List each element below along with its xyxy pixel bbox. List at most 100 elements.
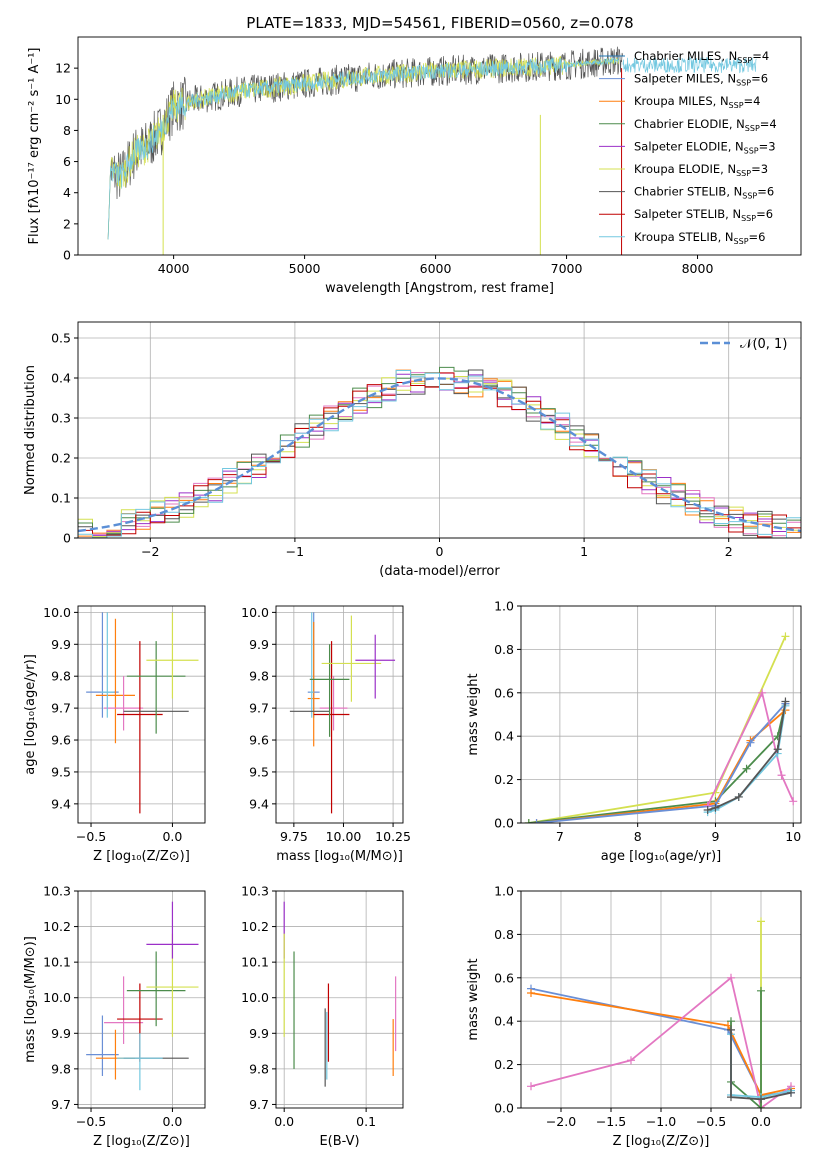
panel-age_vs_mass: 9.75 10.00 10.25 9.4 9.5 9.6 9.7 9.8 9.9 10.0 mass… bbox=[241, 605, 411, 864]
y-tick-label: 9.8 bbox=[51, 669, 71, 684]
x-tick-label: 9.75 bbox=[280, 829, 308, 844]
y-tick-label: 9.4 bbox=[51, 796, 71, 811]
y-tick-label: 10.0 bbox=[43, 990, 71, 1005]
weight-line bbox=[528, 636, 787, 823]
y-tick-label: 0 bbox=[63, 531, 71, 546]
legend-entry: Kroupa MILES, NSSP=4 bbox=[634, 94, 760, 110]
axes-frame bbox=[77, 605, 206, 824]
x-axis-label: Z [log₁₀(Z/Z⊙)] bbox=[613, 1134, 710, 1149]
spectrum-line bbox=[107, 46, 623, 240]
y-tick-label: 2 bbox=[63, 216, 71, 231]
y-tick-label: 9.9 bbox=[249, 1026, 269, 1041]
y-tick-label: 10.2 bbox=[241, 919, 269, 934]
y-axis-label: Flux [fλ10⁻¹⁷ erg cm⁻² s⁻¹ A⁻¹] bbox=[27, 48, 42, 245]
x-tick-label: 7 bbox=[556, 829, 564, 844]
legend-entry: Chabrier ELODIE, NSSP=4 bbox=[634, 117, 777, 133]
errorbar-point bbox=[321, 615, 382, 702]
errorbar-point bbox=[355, 634, 396, 699]
legend-entry: Kroupa STELIB, NSSP=6 bbox=[634, 230, 765, 246]
errorbar-point bbox=[86, 1015, 119, 1076]
y-tick-label: 9.8 bbox=[249, 669, 269, 684]
errorbar-point bbox=[100, 612, 114, 718]
panel-weight_vs_age: 7 8 9 10 0.0 0.2 0.4 0.6 0.8 1.0 age [log₁₀(age/yr… bbox=[466, 599, 802, 864]
y-tick-label: 9.7 bbox=[249, 701, 269, 716]
histogram-line bbox=[78, 370, 801, 538]
x-tick-label: 7000 bbox=[551, 261, 583, 276]
y-tick-label: 10.0 bbox=[241, 605, 269, 620]
spectrum-line bbox=[107, 57, 620, 240]
weight-marker bbox=[781, 632, 790, 641]
y-tick-label: 0.4 bbox=[51, 371, 71, 386]
y-tick-label: 10.3 bbox=[241, 884, 269, 899]
x-axis-label: Z [log₁₀(Z/Z⊙)] bbox=[93, 849, 190, 864]
x-tick-label: 10 bbox=[785, 829, 801, 844]
legend-entry: Salpeter MILES, NSSP=6 bbox=[634, 72, 768, 88]
x-tick-label: 6000 bbox=[420, 261, 452, 276]
x-axis-label: mass [log₁₀(M/M⊙)] bbox=[276, 849, 403, 864]
panel-age_vs_Z: −0.5 0.0 9.4 9.5 9.6 9.7 9.8 9.9 10.0 Z [log₁₀(Z/… bbox=[23, 605, 206, 864]
weight-marker bbox=[527, 988, 535, 997]
weight-marker bbox=[746, 738, 755, 747]
errorbar-point bbox=[126, 641, 186, 734]
y-tick-label: 10.3 bbox=[43, 884, 71, 899]
errorbar-point bbox=[117, 641, 163, 814]
axes-frame bbox=[520, 605, 802, 824]
weight-marker bbox=[773, 745, 782, 754]
y-axis-label: mass [log₁₀(M/M⊙)] bbox=[23, 936, 38, 1063]
y-tick-label: 4 bbox=[63, 185, 71, 200]
y-tick-label: 0.3 bbox=[51, 411, 71, 426]
y-tick-label: 9.9 bbox=[249, 637, 269, 652]
normal-curve bbox=[78, 377, 801, 533]
errorbar-point bbox=[95, 618, 135, 744]
plot-area bbox=[107, 46, 757, 255]
y-tick-label: 9.6 bbox=[51, 733, 71, 748]
plot-area bbox=[527, 917, 795, 1108]
weight-line bbox=[530, 992, 792, 1097]
weight-marker bbox=[789, 797, 798, 806]
y-tick-label: 8 bbox=[63, 123, 71, 138]
panel-mass_vs_Z: −0.5 0.0 9.7 9.8 9.9 10.0 10.1 10.2 10.3 Z [log₁₀… bbox=[23, 884, 206, 1149]
y-tick-label: 10.1 bbox=[241, 955, 269, 970]
weight-marker bbox=[742, 764, 751, 773]
legend-entry: 𝒩(0, 1) bbox=[740, 337, 787, 352]
grid bbox=[521, 605, 801, 824]
errorbar-point bbox=[117, 1033, 163, 1091]
weight-marker bbox=[524, 819, 533, 823]
x-axis-label: Z [log₁₀(Z/Z⊙)] bbox=[93, 1134, 190, 1149]
y-tick-label: 0.2 bbox=[494, 1057, 514, 1072]
y-tick-label: 9.9 bbox=[51, 637, 71, 652]
panel-weight_vs_Z: −2.0 −1.5 −1.0 −0.5 0.0 0.0 0.2 0.4 0.6 0.8 1.0 Z [… bbox=[466, 884, 802, 1149]
y-tick-label: 0.0 bbox=[494, 816, 514, 831]
y-tick-label: 9.7 bbox=[249, 1097, 269, 1112]
y-tick-label: 1.0 bbox=[494, 599, 514, 614]
errorbar-point bbox=[126, 951, 186, 1027]
y-tick-label: 10.1 bbox=[43, 955, 71, 970]
x-tick-label: 9 bbox=[711, 829, 719, 844]
y-tick-label: 9.5 bbox=[51, 764, 71, 779]
x-tick-label: 0.0 bbox=[274, 1114, 294, 1129]
figure-title: PLATE=1833, MJD=54561, FIBERID=0560, z=0… bbox=[246, 14, 633, 32]
x-tick-label: −1.5 bbox=[596, 1114, 626, 1129]
axes-frame bbox=[77, 36, 802, 256]
weight-marker bbox=[757, 1104, 765, 1108]
y-tick-label: 0.5 bbox=[51, 331, 71, 346]
y-tick-label: 10 bbox=[55, 92, 71, 107]
x-tick-label: 5000 bbox=[289, 261, 321, 276]
y-tick-label: 0.6 bbox=[494, 685, 514, 700]
y-tick-label: 10.0 bbox=[241, 990, 269, 1005]
y-axis-label: age [log₁₀(age/yr)] bbox=[23, 654, 38, 775]
y-tick-label: 9.5 bbox=[249, 764, 269, 779]
y-tick-label: 9.7 bbox=[51, 701, 71, 716]
plot-area bbox=[524, 632, 798, 823]
x-axis-label: age [log₁₀(age/yr)] bbox=[601, 849, 722, 864]
x-tick-label: 10.00 bbox=[326, 829, 362, 844]
x-tick-label: 8000 bbox=[682, 261, 714, 276]
legend: Chabrier MILES, NSSP=4 Salpeter MILES, NS… bbox=[599, 49, 777, 246]
weight-marker bbox=[781, 697, 790, 706]
x-tick-label: −1 bbox=[286, 544, 304, 559]
legend-entry: Chabrier MILES, NSSP=4 bbox=[634, 49, 769, 65]
plot-area bbox=[86, 612, 199, 814]
plot-area bbox=[78, 366, 801, 538]
x-tick-label: −2 bbox=[141, 544, 159, 559]
x-axis-label: E(B-V) bbox=[319, 1134, 359, 1149]
